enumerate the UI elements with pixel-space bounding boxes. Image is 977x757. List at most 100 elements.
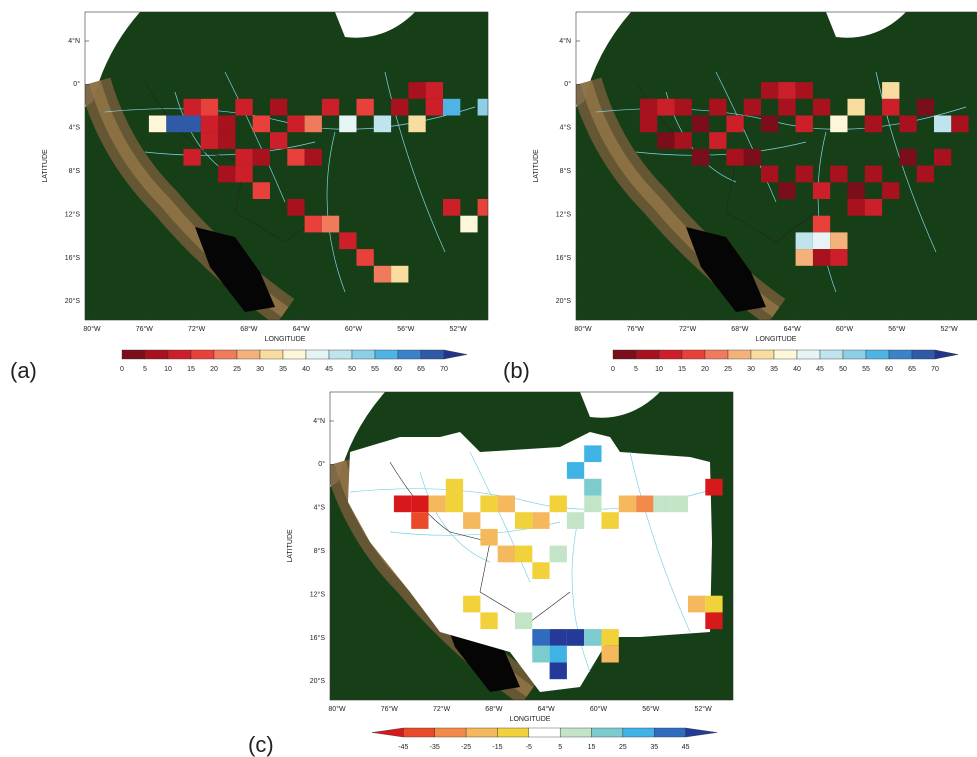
grid-cell xyxy=(218,115,236,133)
grid-cell xyxy=(882,182,900,199)
grid-cell xyxy=(899,148,917,166)
lon-tick-label: 52°W xyxy=(694,705,712,713)
map-panel: 4°N 0° 4°S 8°S 12°S 16°S 20°S 80°W 76°W 72°W 68°W 6… xyxy=(42,11,489,343)
grid-cell xyxy=(497,495,515,513)
grid-cell xyxy=(601,629,619,646)
colorbar-label: 0 xyxy=(120,366,124,373)
grid-cell xyxy=(566,629,585,646)
grid-cell xyxy=(183,98,201,116)
grid-cell xyxy=(847,199,865,216)
grid-cell xyxy=(270,132,288,149)
x-axis-label: LONGITUDE xyxy=(756,336,797,343)
ocean xyxy=(330,392,385,487)
grid-cell xyxy=(445,478,464,496)
colorbar-label: 15 xyxy=(187,366,195,373)
colorbar-label: 35 xyxy=(770,366,778,373)
lat-tick-label: 20°S xyxy=(310,677,326,685)
colorbar-label: 25 xyxy=(233,366,241,373)
colorbar-label: 60 xyxy=(885,366,893,373)
lat-tick-label: 4°N xyxy=(559,37,571,45)
grid-cell xyxy=(373,265,392,283)
grid-cell xyxy=(549,629,567,646)
lat-tick-label: 0° xyxy=(564,80,571,88)
lat-tick-label: 8°S xyxy=(560,167,572,175)
grid-cell xyxy=(691,148,710,166)
lon-tick-label: 80°W xyxy=(574,325,592,333)
grid-cell xyxy=(934,115,952,133)
grid-cell xyxy=(584,478,602,496)
map xyxy=(576,12,977,320)
grid-cell xyxy=(726,148,744,166)
colorbar-swatch xyxy=(420,349,445,360)
colorbar-swatch xyxy=(591,727,624,738)
lon-tick-label: 56°W xyxy=(888,325,906,333)
grid-cell xyxy=(705,595,723,613)
river xyxy=(144,141,316,156)
grid-cell xyxy=(443,199,461,216)
lon-tick-label: 56°W xyxy=(642,705,660,713)
colorbar-label: 15 xyxy=(588,744,596,751)
grid-cell xyxy=(688,595,706,613)
grid-cell xyxy=(287,148,305,166)
colorbar-label: -35 xyxy=(430,744,440,751)
grid-cell xyxy=(584,629,602,646)
lat-tick-label: 12°S xyxy=(65,210,81,218)
ocean xyxy=(826,12,906,38)
colorbar-label: 0 xyxy=(611,366,615,373)
lon-tick-label: 76°W xyxy=(627,325,645,333)
grid-cell xyxy=(532,645,550,663)
map-frame xyxy=(329,391,734,701)
grid-cell xyxy=(252,115,270,133)
lon-tick-label: 72°W xyxy=(188,325,206,333)
grid-cell xyxy=(304,148,322,166)
grid-cell xyxy=(287,199,305,216)
colorbar-label: 40 xyxy=(793,366,801,373)
lat-tick-label: 4°S xyxy=(314,504,326,512)
colorbar-label: 5 xyxy=(634,366,638,373)
colorbar-swatch xyxy=(497,727,530,738)
grid-cell xyxy=(566,512,585,529)
grid-cell xyxy=(532,562,550,579)
grid-cell xyxy=(674,132,692,149)
colorbar: 0 5 10 15 20 25 30 35 40 45 50 55 60 65 70 xyxy=(611,349,959,373)
colorbar-label: 70 xyxy=(931,366,939,373)
grid-cell xyxy=(235,148,253,166)
grid-cell xyxy=(480,612,498,630)
grid-cell xyxy=(428,495,446,513)
grid-cell xyxy=(691,115,710,133)
colorbar-swatch xyxy=(190,349,215,360)
panel-label: (b) xyxy=(503,358,530,383)
colorbar-label: 20 xyxy=(210,366,218,373)
colorbar-swatch xyxy=(236,349,261,360)
colorbar-swatch xyxy=(888,349,913,360)
grid-cell xyxy=(515,545,533,563)
colorbar-label: 45 xyxy=(682,744,690,751)
grid-cell xyxy=(411,512,429,529)
grid-cell xyxy=(830,165,848,183)
lon-tick-label: 64°W xyxy=(538,705,556,713)
ocean xyxy=(85,12,140,107)
map-panel: 4°N 0° 4°S 8°S 12°S 16°S 20°S 80°W 76°W 72°W 68°W 6… xyxy=(287,391,734,723)
colorbar-swatch xyxy=(654,727,686,738)
grid-cell xyxy=(882,82,900,99)
river xyxy=(817,131,837,293)
grid-cell xyxy=(951,115,969,133)
colorbar-swatch xyxy=(374,349,399,360)
grid-cell xyxy=(391,98,409,116)
grid-cell xyxy=(235,98,253,116)
grid-cell xyxy=(618,495,637,513)
lon-tick-label: 64°W xyxy=(293,325,311,333)
highland xyxy=(195,227,275,312)
colorbar-swatch xyxy=(796,349,821,360)
ocean xyxy=(576,12,631,107)
grid-cell xyxy=(653,495,671,513)
colorbar-label: 25 xyxy=(724,366,732,373)
y-axis-label: LATITUDE xyxy=(533,149,540,183)
lon-tick-label: 64°W xyxy=(784,325,802,333)
grid-cell xyxy=(743,148,761,166)
colorbar-label: -15 xyxy=(492,744,502,751)
colorbar-label: 10 xyxy=(655,366,663,373)
colorbar-label: 35 xyxy=(650,744,658,751)
grid-cell xyxy=(477,98,488,116)
